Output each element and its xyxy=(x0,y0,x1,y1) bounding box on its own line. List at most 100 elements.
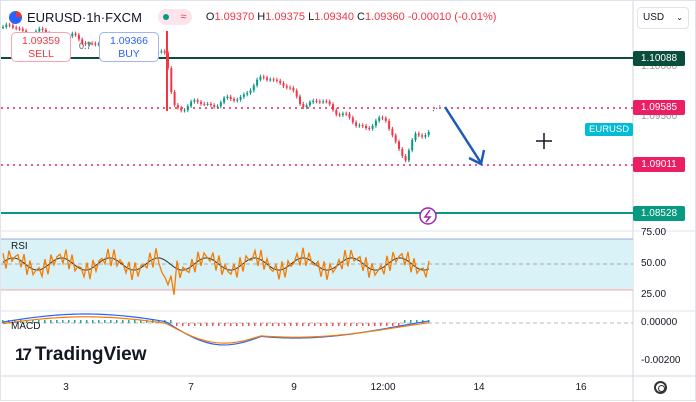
macd-histogram-bar xyxy=(26,320,28,323)
candle xyxy=(81,39,84,44)
candle xyxy=(394,135,397,142)
exchange: FXCM xyxy=(105,9,142,25)
separator: · xyxy=(81,9,87,25)
macd-histogram-bar xyxy=(254,323,256,326)
macd-label: MACD xyxy=(11,321,41,332)
candle xyxy=(308,102,311,106)
macd-histogram-bar xyxy=(308,323,310,326)
macd-histogram-bar xyxy=(392,323,394,326)
macd-histogram-bar xyxy=(260,323,262,326)
candle xyxy=(200,101,202,104)
candle xyxy=(348,113,351,118)
macd-histogram-bar xyxy=(374,323,376,326)
candle xyxy=(21,28,24,31)
l-label: L xyxy=(308,11,315,23)
ohlc-values: O1.09370 H1.09375 L1.09340 C1.09360 -0.0… xyxy=(206,11,497,23)
arrow-head-icon xyxy=(468,149,486,166)
candle xyxy=(206,103,209,105)
macd-histogram-bar xyxy=(140,320,142,323)
macd-histogram-bar xyxy=(266,323,268,326)
macd-histogram-bar xyxy=(182,323,184,326)
macd-tick: -0.00200 xyxy=(641,355,681,366)
macd-histogram-bar xyxy=(368,323,370,326)
macd-histogram-bar xyxy=(80,320,82,323)
candle xyxy=(77,35,80,40)
sell-price: 1.09359 xyxy=(22,35,60,47)
lightning-icon xyxy=(423,209,432,223)
candle xyxy=(176,105,179,108)
macd-histogram-bar xyxy=(284,323,286,326)
market-status-badge[interactable]: ≈ xyxy=(157,9,192,25)
macd-histogram-bar xyxy=(344,323,346,326)
x-tick: 14 xyxy=(473,382,485,393)
macd-histogram-bar xyxy=(290,323,292,326)
low-value: 1.09340 xyxy=(314,11,354,23)
candle xyxy=(358,125,361,127)
symbol-header: EURUSD · 1h · FXCM ≈ O1.09370 H1.09375 L… xyxy=(9,9,496,25)
high-value: 1.09375 xyxy=(265,11,306,23)
macd-histogram-bar xyxy=(380,323,382,326)
macd-histogram-bar xyxy=(62,320,64,323)
macd-histogram-bar xyxy=(338,323,340,326)
candle xyxy=(341,113,344,116)
candle xyxy=(305,105,308,107)
lightning-event-icon xyxy=(419,207,437,225)
close-value: 1.09360 xyxy=(364,11,405,23)
currency-select[interactable]: USD ⌄ xyxy=(637,7,689,29)
candle xyxy=(335,109,338,115)
candle xyxy=(282,83,285,86)
candle xyxy=(203,103,206,105)
candle xyxy=(292,88,295,91)
x-tick: 7 xyxy=(188,382,194,393)
macd-histogram-bar xyxy=(296,323,298,326)
interval[interactable]: 1h xyxy=(86,9,101,25)
macd-histogram-bar xyxy=(272,323,274,326)
macd-histogram-bar xyxy=(128,320,130,323)
symbol-name[interactable]: EURUSD xyxy=(27,9,82,25)
candle xyxy=(325,101,328,103)
macd-histogram-bar xyxy=(38,320,40,323)
candle xyxy=(371,125,374,129)
candle xyxy=(378,117,381,121)
candle xyxy=(160,51,163,53)
macd-histogram-bar xyxy=(104,320,106,323)
candle xyxy=(38,28,41,32)
macd-histogram-bar xyxy=(56,320,58,323)
x-tick: 3 xyxy=(63,382,69,393)
candle xyxy=(272,79,275,81)
candle xyxy=(183,110,186,112)
macd-histogram-bar xyxy=(326,323,328,326)
logo-text: TradingView xyxy=(34,344,147,365)
o-label: O xyxy=(205,11,215,23)
candle xyxy=(15,27,18,29)
rsi-label: RSI xyxy=(11,241,28,252)
price-axis-label: 1.10000 xyxy=(641,61,678,72)
macd-histogram-bar xyxy=(314,323,316,326)
x-tick: 9 xyxy=(291,382,297,393)
settings-icon[interactable] xyxy=(654,381,667,394)
candle xyxy=(18,28,21,30)
candle xyxy=(229,96,232,100)
tv-logo-icon: 17 xyxy=(15,345,32,364)
rsi-tick: 50.00 xyxy=(641,258,667,269)
chevron-down-icon: ⌄ xyxy=(676,13,683,22)
macd-histogram-bar xyxy=(404,320,406,323)
candle xyxy=(361,125,364,127)
candle xyxy=(216,106,219,108)
candle xyxy=(170,68,173,92)
macd-histogram-bar xyxy=(200,323,202,326)
sell-button[interactable]: 1.09359 SELL xyxy=(11,32,71,62)
candle xyxy=(193,100,196,102)
candle xyxy=(11,25,14,28)
rsi-tick: 25.00 xyxy=(641,289,667,300)
market-open-icon xyxy=(163,14,170,20)
h-label: H xyxy=(257,11,266,23)
candle xyxy=(209,103,212,106)
candle xyxy=(8,24,11,26)
macd-histogram-bar xyxy=(122,320,124,323)
macd-histogram-bar xyxy=(224,323,226,326)
level-tag-3: 1.09011 xyxy=(633,157,685,172)
candle xyxy=(315,100,318,102)
buy-button[interactable]: 1.09366 BUY xyxy=(99,32,159,62)
candle xyxy=(186,106,189,111)
